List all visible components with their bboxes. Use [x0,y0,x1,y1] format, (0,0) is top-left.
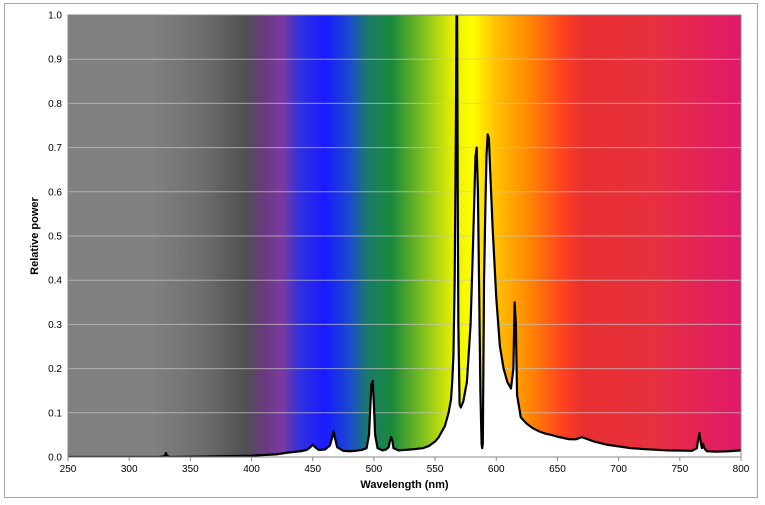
x-tick-label: 400 [243,464,260,475]
x-tick-label: 500 [366,464,383,475]
y-tick-label: 0.3 [48,320,62,331]
y-tick-label: 0.9 [48,55,62,66]
x-tick-label: 250 [60,464,77,475]
plot-area-border [67,14,742,458]
y-axis-title: Relative power [29,196,41,274]
y-tick-label: 0.0 [48,453,62,464]
gridlines [68,58,741,414]
y-tick-label: 0.6 [48,187,62,198]
y-tick-label: 0.1 [48,408,62,419]
chart-frame: 250 300 350 400 450 500 550 600 650 700 750 800 0.0… [4,3,758,498]
spectrum-line [68,15,741,457]
y-tick-label: 1.0 [48,11,62,22]
spectrum-chart: 250 300 350 400 450 500 550 600 650 700 750 800 0.0… [29,11,750,492]
x-tick-label: 750 [671,464,688,475]
x-tick-label: 800 [733,464,750,475]
x-axis-title: Wavelength (nm) [360,479,449,491]
x-tick-label: 650 [549,464,566,475]
x-tick-label: 350 [182,464,199,475]
y-tick-label: 0.8 [48,99,62,110]
y-tick-label: 0.7 [48,143,62,154]
x-axis-ticks: 250 300 350 400 450 500 550 600 650 700 750 800 [60,457,750,475]
x-tick-label: 600 [488,464,505,475]
x-tick-label: 450 [304,464,321,475]
x-tick-label: 550 [427,464,444,475]
x-tick-label: 700 [610,464,627,475]
x-tick-label: 300 [121,464,138,475]
y-axis-ticks: 0.0 0.1 0.2 0.3 0.4 0.5 0.6 0.7 0.8 0.9 1.0 [48,11,62,464]
y-tick-label: 0.4 [48,276,62,287]
y-tick-label: 0.5 [48,232,62,243]
y-tick-label: 0.2 [48,364,62,375]
